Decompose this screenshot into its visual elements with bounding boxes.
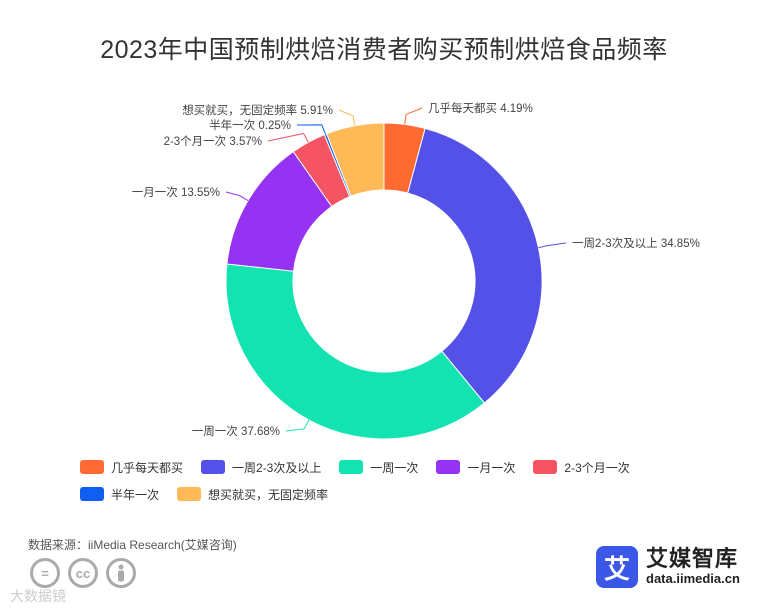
legend-item-3[interactable]: 一周一次 <box>339 458 418 476</box>
legend-item-2[interactable]: 一周2-3次及以上 <box>201 458 321 476</box>
brand-name: 艾媒智库 <box>646 546 739 571</box>
watermark: 大数据镜 <box>10 588 66 604</box>
legend: 几乎每天都买 一周2-3次及以上 一周一次 一月一次 2-3个月一次半年一次 想买就买，无… <box>80 458 720 503</box>
legend-item-5[interactable]: 2-3个月一次 <box>533 458 630 476</box>
data-label-4: 一月一次 13.55% <box>132 185 220 199</box>
legend-swatch <box>177 487 202 501</box>
data-label-1: 几乎每天都买 4.19% <box>428 101 533 115</box>
equals-icon: = <box>30 558 60 588</box>
leader-line-1 <box>404 107 423 125</box>
leader-line-4 <box>225 191 249 202</box>
legend-label: 一周一次 <box>370 460 419 475</box>
slice-3[interactable] <box>225 263 486 440</box>
leader-line-2 <box>538 242 567 249</box>
data-label-3: 一周一次 37.68% <box>192 424 280 438</box>
legend-item-7[interactable]: 想买就买，无固定频率 <box>177 485 328 503</box>
legend-label: 一月一次 <box>467 460 516 475</box>
person-icon <box>106 558 136 588</box>
legend-swatch <box>80 487 104 501</box>
legend-label: 半年一次 <box>111 487 160 502</box>
legend-item-6[interactable]: 半年一次 <box>80 485 159 503</box>
legend-item-4[interactable]: 一月一次 <box>436 458 515 476</box>
data-source: 数据来源：iiMedia Research(艾媒咨询) <box>28 538 237 552</box>
leader-line-5 <box>267 132 309 143</box>
legend-swatch <box>533 460 558 474</box>
legend-item-1[interactable]: 几乎每天都买 <box>80 458 183 476</box>
data-label-2: 一周2-3次及以上 34.85% <box>572 236 700 250</box>
legend-label: 2-3个月一次 <box>564 460 630 475</box>
legend-swatch <box>436 460 461 474</box>
leader-line-6 <box>296 124 326 135</box>
data-label-7: 想买就买，无固定频率 5.91% <box>182 103 333 117</box>
slice-2[interactable] <box>407 127 543 404</box>
slice-7[interactable] <box>326 122 385 197</box>
legend-label: 一周2-3次及以上 <box>232 460 322 475</box>
brand-url: data.iimedia.cn <box>646 571 740 586</box>
leader-line-7 <box>338 109 356 126</box>
chart-title: 2023年中国预制烘焙消费者购买预制烘焙食品频率 <box>100 36 668 64</box>
legend-swatch <box>339 460 364 474</box>
data-label-5: 2-3个月一次 3.57% <box>164 134 262 148</box>
legend-swatch <box>201 460 226 474</box>
brand-logo: 艾 <box>596 546 638 588</box>
license-icons: = cc <box>30 558 144 588</box>
cc-icon: cc <box>68 558 98 588</box>
legend-label: 想买就买，无固定频率 <box>208 487 329 502</box>
legend-label: 几乎每天都买 <box>111 460 184 475</box>
data-label-6: 半年一次 0.25% <box>209 118 291 132</box>
leader-line-3 <box>285 419 310 432</box>
legend-swatch <box>80 460 104 474</box>
brand: 艾 艾媒智库 data.iimedia.cn <box>596 546 740 588</box>
